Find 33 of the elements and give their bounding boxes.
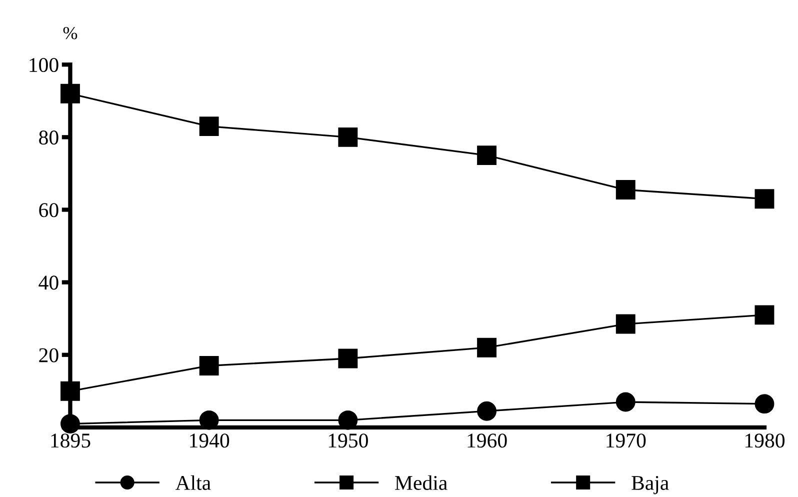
y-tick-label: 20 (39, 348, 58, 362)
x-tick-label: 1960 (468, 434, 507, 448)
point (60, 84, 80, 104)
point (199, 356, 219, 376)
point (477, 146, 497, 166)
x-tick-label: 1980 (745, 434, 785, 448)
point (60, 381, 80, 401)
point (338, 348, 358, 368)
point (477, 338, 497, 358)
y-tick-label: 100 (30, 58, 58, 72)
point (754, 394, 774, 414)
point (338, 410, 358, 430)
point (477, 401, 497, 421)
y-tick-label: 40 (38, 276, 58, 290)
x-tick-label: 1940 (190, 434, 230, 448)
point (199, 116, 219, 136)
point (616, 180, 636, 200)
point (616, 392, 636, 412)
point (754, 305, 774, 325)
legend-label: Alta (175, 475, 211, 490)
y-tick-label: 60 (39, 203, 58, 218)
legend-label: Baja (632, 476, 669, 494)
x-tick-label: 1895 (51, 434, 90, 448)
point (754, 189, 774, 209)
point (199, 410, 219, 430)
x-tick-label: 1970 (606, 434, 646, 448)
legend-label: Media (395, 475, 448, 490)
point (616, 314, 636, 334)
point (60, 414, 80, 434)
x-tick-label: 1950 (328, 434, 368, 448)
y-axis-title: % (63, 26, 78, 40)
y-tick-label: 80 (39, 130, 58, 145)
point (338, 127, 358, 147)
